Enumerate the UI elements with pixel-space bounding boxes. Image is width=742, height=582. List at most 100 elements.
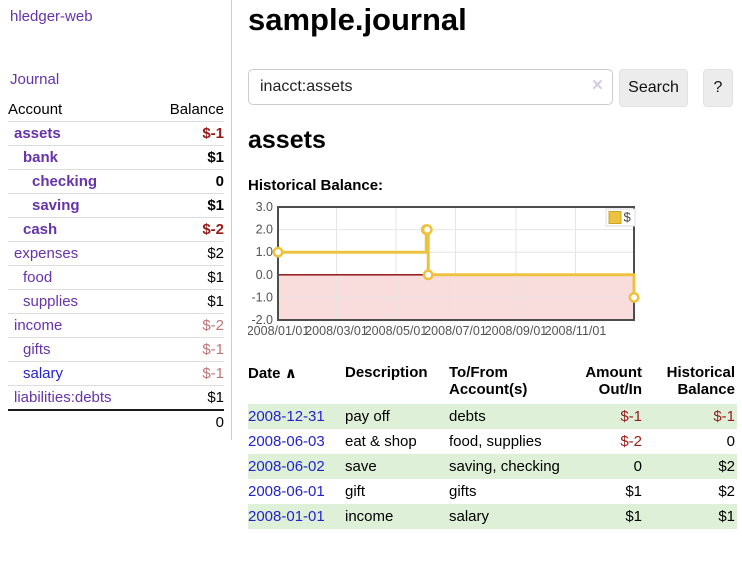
account-balance: $2 [149, 241, 224, 266]
transaction-row: 2008-01-01 income salary $1 $1 [248, 504, 737, 529]
sort-ascending-icon: ∧ [284, 365, 297, 382]
account-link[interactable]: salary [23, 365, 64, 382]
journal-link[interactable]: Journal [10, 71, 60, 88]
account-link[interactable]: food [23, 269, 53, 286]
svg-text:3.0: 3.0 [256, 200, 273, 214]
transaction-date-link[interactable]: 2008-06-03 [248, 433, 325, 450]
transaction-amount: $1 [625, 483, 642, 500]
clear-search-icon[interactable]: × [591, 75, 603, 96]
transaction-date-link[interactable]: 2008-06-01 [248, 483, 325, 500]
chart-label: Historical Balance: [248, 177, 384, 194]
transaction-description: income [345, 508, 394, 525]
account-balance: $-1 [149, 337, 224, 362]
transaction-balance: $2 [718, 458, 735, 475]
transaction-accounts: debts [449, 408, 486, 425]
account-row: saving $1 [8, 193, 224, 218]
sidebar: hledger-web Journal Account Balance asse… [0, 0, 232, 440]
transaction-row: 2008-06-01 gift gifts $1 $2 [248, 479, 737, 504]
svg-text:2008/09/01: 2008/09/01 [485, 324, 548, 338]
transaction-amount: $1 [625, 508, 642, 525]
account-row: food $1 [8, 265, 224, 290]
account-row: cash $-2 [8, 217, 224, 242]
svg-text:-1.0: -1.0 [251, 290, 273, 304]
accounts-col-balance: Balance [149, 98, 224, 122]
transaction-description: gift [345, 483, 366, 500]
account-link[interactable]: bank [23, 149, 59, 166]
transaction-amount: $-1 [620, 408, 642, 425]
transaction-description: eat & shop [345, 433, 417, 450]
transaction-row: 2008-12-31 pay off debts $-1 $-1 [248, 404, 737, 429]
account-link[interactable]: checking [32, 173, 98, 190]
search-box: × [248, 69, 613, 105]
transaction-row: 2008-06-02 save saving, checking 0 $2 [248, 454, 737, 479]
account-link[interactable]: assets [14, 125, 61, 142]
search-button[interactable]: Search [619, 69, 688, 107]
register-col-amount-out-in: Amount Out/In [585, 364, 642, 398]
account-row: checking 0 [8, 169, 224, 194]
transaction-balance: $2 [718, 483, 735, 500]
svg-text:2.0: 2.0 [256, 223, 273, 237]
account-balance: $1 [149, 193, 224, 218]
account-link[interactable]: supplies [23, 293, 79, 310]
transaction-description: save [345, 458, 377, 475]
account-row: assets $-1 [8, 121, 224, 146]
account-link[interactable]: liabilities:debts [14, 389, 112, 406]
account-row: supplies $1 [8, 289, 224, 314]
account-link[interactable]: expenses [14, 245, 79, 262]
accounts-total-balance: 0 [149, 409, 224, 434]
transaction-date-link[interactable]: 2008-06-02 [248, 458, 325, 475]
register-table: Date ∧ Description To/From Account(s) Amoun… [248, 362, 737, 529]
svg-text:2008/07/01: 2008/07/01 [424, 324, 487, 338]
accounts-tbody: assets $-1 bank $1 checking 0 saving $1 cash $-2 e… [8, 121, 224, 411]
transaction-date-link[interactable]: 2008-01-01 [248, 508, 325, 525]
account-link[interactable]: gifts [23, 341, 51, 358]
account-balance: $1 [149, 265, 224, 290]
transaction-description: pay off [345, 408, 390, 425]
account-link[interactable]: income [14, 317, 63, 334]
transaction-amount: $-2 [620, 433, 642, 450]
register-tbody: 2008-12-31 pay off debts $-1 $-1 2008-06-03 ea… [248, 404, 737, 529]
account-link[interactable]: cash [23, 221, 58, 238]
account-balance: $-2 [149, 313, 224, 338]
accounts-total-row: 0 [8, 409, 224, 434]
transaction-accounts: food, supplies [449, 433, 542, 450]
page-title: sample.journal [248, 2, 467, 37]
account-balance: 0 [149, 169, 224, 194]
transaction-amount: 0 [633, 458, 642, 475]
transaction-date-link[interactable]: 2008-12-31 [248, 408, 325, 425]
account-balance: $-1 [149, 361, 224, 386]
transaction-accounts: saving, checking [449, 458, 560, 475]
chart-svg: 3.0 2.0 1.0 0.0 -1.0 -2.02008/01/012008/03/01… [247, 200, 640, 338]
account-row: income $-2 [8, 313, 224, 338]
historical-balance-chart: 3.0 2.0 1.0 0.0 -1.0 -2.0 2008/01/01 2008/03/01… [247, 200, 668, 345]
account-row: liabilities:debts $1 [8, 385, 224, 411]
transaction-accounts: gifts [449, 483, 477, 500]
svg-text:-2.0: -2.0 [251, 313, 273, 327]
svg-text:2008/03/01: 2008/03/01 [305, 324, 368, 338]
account-balance: $-2 [149, 217, 224, 242]
transaction-row: 2008-06-03 eat & shop food, supplies $-2 0 [248, 429, 737, 454]
accounts-col-account: Account [8, 98, 150, 122]
app-title-link[interactable]: hledger-web [10, 8, 93, 25]
help-button[interactable]: ? [703, 69, 733, 107]
transaction-accounts: salary [449, 508, 490, 525]
svg-text:2008/11/01: 2008/11/01 [545, 324, 607, 338]
main-content: sample.journal × Search ? assets Histori… [247, 0, 742, 582]
account-balance: $-1 [149, 121, 224, 146]
account-link[interactable]: saving [32, 197, 80, 214]
account-balance: $1 [149, 289, 224, 314]
register-col-description: Description [345, 364, 428, 381]
transaction-balance: 0 [726, 433, 735, 450]
account-row: bank $1 [8, 145, 224, 170]
svg-text:1.0: 1.0 [256, 245, 273, 259]
account-row: salary $-1 [8, 361, 224, 386]
register-header-row: Date ∧ Description To/From Account(s) Amoun… [248, 362, 737, 404]
register-col-to-from-account-s-: To/From Account(s) [449, 364, 528, 398]
account-row: gifts $-1 [8, 337, 224, 362]
account-balance: $1 [149, 145, 224, 170]
account-balance: $1 [149, 385, 224, 411]
register-col-date[interactable]: Date ∧ [248, 365, 297, 382]
svg-text:0.0: 0.0 [256, 268, 273, 282]
search-input[interactable] [248, 69, 613, 105]
svg-text:2008/05/01: 2008/05/01 [365, 324, 428, 338]
